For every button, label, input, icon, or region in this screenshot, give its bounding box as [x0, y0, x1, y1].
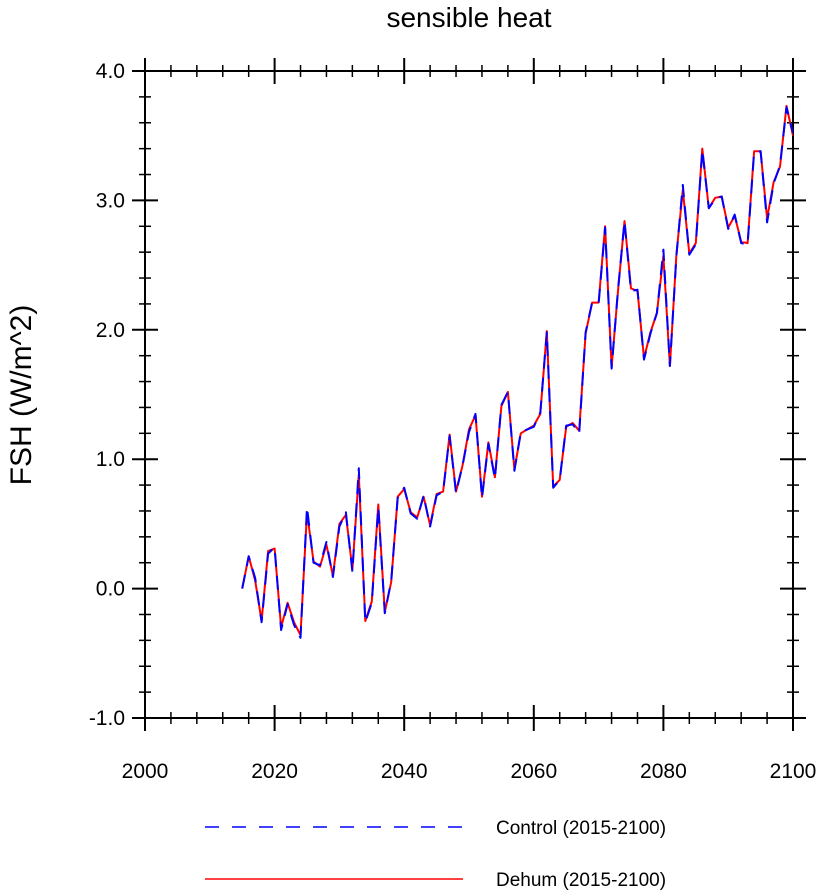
y-tick-label: -1.0 [89, 707, 125, 730]
y-axis-label: FSH (W/m^2) [5, 305, 38, 486]
y-tick-label: 0.0 [96, 578, 125, 601]
series-group [241, 104, 793, 639]
legend-label-control: Control (2015-2100) [496, 818, 666, 839]
x-tick-label: 2080 [640, 760, 687, 783]
x-tick-label: 2060 [510, 760, 557, 783]
x-tick-label: 2000 [122, 760, 169, 783]
legend-label-dehum: Dehum (2015-2100) [496, 870, 666, 891]
y-tick-label: 4.0 [96, 60, 125, 83]
minor-ticks [139, 65, 799, 724]
major-ticks [132, 58, 806, 731]
x-tick-label: 2020 [251, 760, 298, 783]
y-tick-label: 2.0 [96, 319, 125, 342]
plot-frame [144, 70, 794, 719]
legend: Control (2015-2100) Dehum (2015-2100) [205, 818, 666, 891]
y-tick-label: 3.0 [96, 189, 125, 212]
tick-labels: -1.0 0.0 1.0 2.0 3.0 4.0 2000 2020 2040 2060 2080 2… [89, 60, 817, 783]
series-line-control [241, 106, 793, 639]
series-line-dehum [241, 104, 793, 637]
y-tick-label: 1.0 [96, 448, 125, 471]
x-tick-label: 2040 [381, 760, 428, 783]
chart-title: sensible heat [386, 2, 551, 33]
x-tick-label: 2100 [770, 760, 817, 783]
